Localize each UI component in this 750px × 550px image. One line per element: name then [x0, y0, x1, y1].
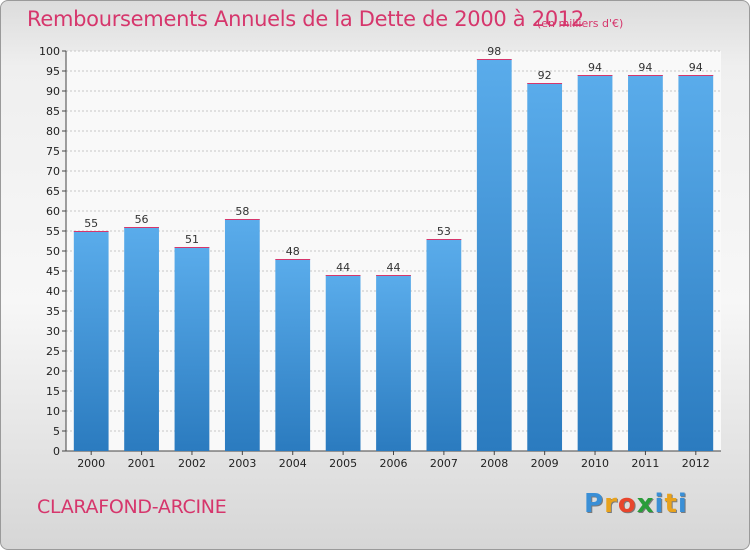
- commune-name: CLARAFOND-ARCINE: [37, 496, 227, 518]
- y-tick-label: 70: [46, 165, 60, 178]
- bar: [325, 275, 361, 451]
- y-tick-label: 35: [46, 305, 60, 318]
- bar: [174, 247, 210, 451]
- bar: [527, 83, 563, 451]
- data-label: 94: [638, 61, 652, 74]
- y-tick-label: 95: [46, 65, 60, 78]
- y-tick-label: 0: [53, 445, 60, 458]
- y-tick-label: 20: [46, 365, 60, 378]
- data-label: 53: [437, 225, 451, 238]
- y-tick-label: 40: [46, 285, 60, 298]
- x-tick-label: 2006: [380, 457, 408, 470]
- y-tick-label: 75: [46, 145, 60, 158]
- bar: [73, 231, 109, 451]
- bar: [275, 259, 311, 451]
- bar: [426, 239, 462, 451]
- bar: [376, 275, 411, 451]
- y-tick-label: 30: [46, 325, 60, 338]
- y-tick-label: 60: [46, 205, 60, 218]
- y-tick-label: 15: [46, 385, 60, 398]
- logo-letter: P: [584, 489, 605, 519]
- bar: [224, 219, 260, 451]
- x-tick-label: 2001: [128, 457, 156, 470]
- data-label: 44: [336, 261, 350, 274]
- bar: [124, 227, 159, 451]
- y-tick-label: 5: [53, 425, 60, 438]
- proxiti-logo: Proxiti: [584, 489, 688, 519]
- data-label: 94: [689, 61, 703, 74]
- x-tick-label: 2008: [480, 457, 508, 470]
- y-tick-label: 85: [46, 105, 60, 118]
- logo-letter: x: [636, 489, 655, 519]
- bar: [628, 75, 663, 451]
- data-label: 98: [487, 45, 501, 58]
- x-tick-label: 2011: [631, 457, 659, 470]
- y-tick-label: 45: [46, 265, 60, 278]
- data-label: 58: [235, 205, 249, 218]
- y-tick-label: 100: [39, 45, 60, 58]
- logo-letter: i: [654, 489, 665, 519]
- chart-subtitle: (en milliers d'€): [537, 17, 624, 30]
- logo-letter: i: [677, 489, 688, 519]
- bar: [678, 75, 714, 451]
- data-label: 48: [286, 245, 300, 258]
- x-tick-label: 2009: [531, 457, 559, 470]
- data-label: 92: [538, 69, 552, 82]
- x-tick-label: 2003: [228, 457, 256, 470]
- x-tick-label: 2007: [430, 457, 458, 470]
- chart-title: Remboursements Annuels de la Dette de 20…: [27, 7, 584, 31]
- x-tick-label: 2000: [77, 457, 105, 470]
- y-tick-label: 25: [46, 345, 60, 358]
- y-tick-label: 50: [46, 245, 60, 258]
- x-tick-label: 2010: [581, 457, 609, 470]
- bar: [577, 75, 613, 451]
- x-tick-label: 2005: [329, 457, 357, 470]
- data-label: 56: [135, 213, 149, 226]
- logo-letter: t: [664, 489, 678, 519]
- y-tick-label: 65: [46, 185, 60, 198]
- bar: [476, 59, 512, 451]
- y-tick-label: 10: [46, 405, 60, 418]
- x-tick-label: 2004: [279, 457, 307, 470]
- data-label: 94: [588, 61, 602, 74]
- x-tick-label: 2002: [178, 457, 206, 470]
- data-label: 51: [185, 233, 199, 246]
- y-tick-label: 80: [46, 125, 60, 138]
- data-label: 55: [84, 217, 98, 230]
- logo-letter: o: [617, 489, 637, 519]
- data-label: 44: [387, 261, 401, 274]
- logo-letter: r: [604, 489, 618, 519]
- y-tick-label: 90: [46, 85, 60, 98]
- y-tick-label: 55: [46, 225, 60, 238]
- x-tick-label: 2012: [682, 457, 710, 470]
